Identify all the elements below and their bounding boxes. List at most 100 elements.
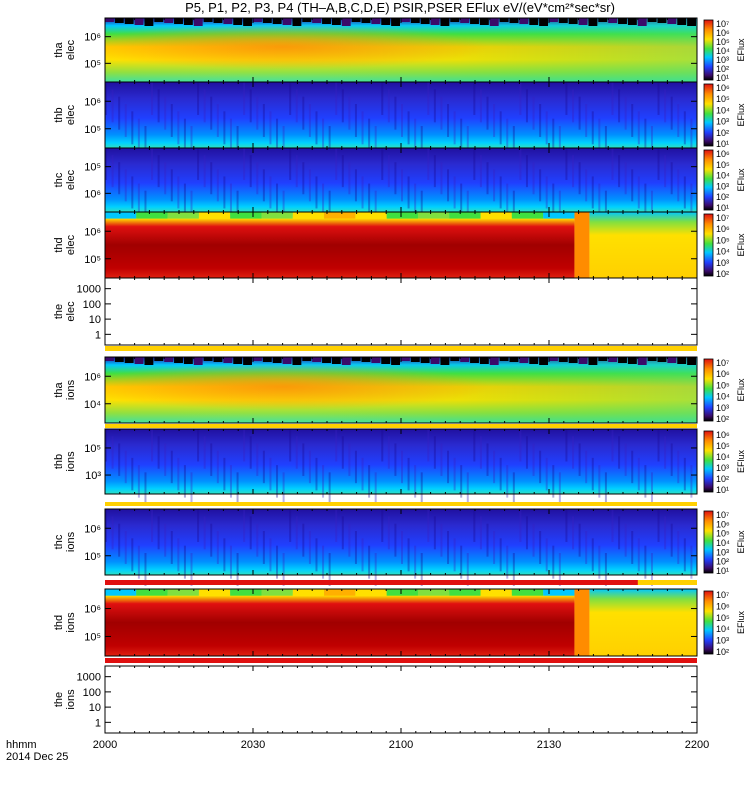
panel-thb-ions-texture (466, 472, 469, 505)
panel-thc-ions-texture (664, 516, 667, 550)
panel-tha-ions-noise (193, 357, 203, 365)
panel-thb-elec-texture (650, 126, 653, 159)
panel-tha-ions-noise (539, 357, 548, 365)
data-gap-stripe (105, 502, 697, 506)
panel-thc-ions-texture (650, 553, 653, 586)
colorbar-tick-label: 10³ (716, 181, 729, 191)
panel-thb-elec-texture (657, 82, 660, 115)
panel-tha-ions-noise (618, 357, 627, 363)
panel-thc-ions-texture (506, 545, 509, 579)
panel-label: thaelec (53, 39, 77, 60)
panel-thb-ions-texture (236, 472, 239, 505)
panel-thb-elec-texture (447, 104, 450, 137)
colorbar-tick-label: 10⁷ (716, 358, 729, 368)
panel-thb-elec-texture (236, 126, 239, 159)
panel-thd-ions-col (230, 589, 262, 596)
panel-thb-ions-texture (545, 457, 548, 491)
panel-tha-ions-noise (677, 357, 687, 364)
date-label: 2014 Dec 25 (6, 751, 68, 763)
panel-tha-elec-noise (410, 18, 420, 23)
panel-tha-elec-noise (667, 18, 677, 24)
panel-tha-elec-noise (371, 18, 381, 24)
y-tick-label: 10⁶ (84, 96, 101, 108)
panel-label: thbelec (53, 104, 77, 125)
y-tick-label: 10⁵ (84, 254, 101, 266)
colorbar-tick-label: 10⁶ (716, 430, 730, 440)
y-tick-label: 100 (83, 299, 101, 311)
panel-label-species: ions (65, 531, 77, 552)
panel-thb-ions-texture (131, 457, 134, 491)
y-tick-label: 10⁵ (84, 551, 101, 563)
panel-thb-ions-texture (690, 465, 693, 498)
colorbar-tick-label: 10¹ (716, 73, 729, 83)
panel-tha-elec-noise (134, 18, 144, 25)
panel-thb-elec-texture (677, 104, 680, 137)
panel-thb-ions-texture (229, 465, 232, 498)
panel-tha-ions-noise (124, 357, 134, 363)
panel-label-probe: the (53, 692, 65, 707)
panel-tha-elec-noise (381, 18, 391, 25)
colorbar-label: EFlux (736, 38, 746, 62)
panel-thb-elec-texture (157, 89, 160, 123)
panel-thc-ions-texture (644, 545, 647, 579)
y-tick-label: 10⁶ (84, 32, 101, 44)
panel-tha-ions-noise (213, 357, 223, 362)
panel-thc-elec-texture (118, 162, 121, 195)
panel-thd-ions-col (355, 589, 387, 596)
panel-thc-elec-texture (190, 190, 193, 223)
panel-the-elec-fill (105, 278, 697, 345)
panel-label-species: elec (65, 301, 77, 322)
panel-thb-elec-texture (374, 126, 377, 159)
panel-thc-ions-texture (677, 531, 680, 564)
panel-tha-elec-noise (618, 18, 627, 24)
panel-thc-ions-texture (440, 523, 443, 557)
panel-tha-ions-noise (341, 357, 351, 365)
y-tick-label: 10⁵ (84, 631, 101, 643)
panel-label: thdelec (53, 234, 77, 255)
panel-tha-elec-noise (213, 18, 223, 23)
panel-tha-elec-fade (105, 18, 697, 82)
panel-thc-elec-texture (223, 176, 226, 209)
panel-thc-ions-texture (289, 509, 292, 542)
colorbar-tick-label: 10⁵ (716, 37, 730, 47)
panel-thb-elec-texture (401, 104, 403, 137)
panel-thd-ions-col (543, 589, 575, 596)
panel-thb-elec-texture (631, 104, 634, 137)
panel-thd-ions-col (105, 589, 137, 596)
panel-thc-elec-texture (611, 148, 614, 180)
colorbar-tick-label: 10³ (716, 55, 729, 65)
panel-thc-ions-texture (512, 553, 515, 586)
panel-thb-ions-texture (670, 443, 673, 476)
colorbar-tick-label: 10⁴ (716, 452, 730, 462)
panel-thc-ions-texture (565, 509, 568, 542)
panel-thb-elec-texture (466, 126, 469, 159)
panel-thd-elec-col (167, 212, 199, 219)
y-tick-label: 1 (95, 717, 101, 729)
panel-thb-ions-texture (315, 457, 318, 491)
panel-tha-ions-noise (608, 357, 618, 362)
panel-thc-ions-texture (151, 509, 154, 542)
panel-thb-elec-texture (644, 118, 647, 152)
panel-label-species: elec (65, 39, 77, 60)
y-tick-label: 10 (89, 314, 101, 326)
x-tick-label: 2100 (389, 739, 413, 751)
panel-tha-elec-noise (302, 18, 312, 22)
panel-thc-ions-texture (157, 516, 160, 550)
panel-thc-elec-texture (105, 148, 107, 180)
panel-tha-elec-noise (489, 18, 499, 26)
colorbar-tick-label: 10² (716, 192, 729, 202)
panel-tha-elec-noise (509, 18, 519, 23)
panel-thb-ions-texture (525, 436, 528, 469)
panel-thc-elec-texture (335, 148, 338, 180)
panel-thc-ions-texture (124, 531, 127, 564)
panel-thb-ions-texture (565, 429, 568, 462)
panel-thb-ions-texture (223, 457, 226, 491)
data-gap-stripe (105, 580, 697, 585)
panel-thc-ions-texture (519, 509, 522, 542)
panel-thc-elec-texture (249, 155, 252, 188)
panel-thb-elec-texture (190, 126, 193, 159)
colorbar-tick-label: 10⁵ (716, 529, 730, 539)
colorbar-tick-label: 10¹ (716, 139, 729, 149)
panel-thc-ions-texture (447, 531, 450, 564)
panel-thc-ions-texture (598, 545, 601, 579)
